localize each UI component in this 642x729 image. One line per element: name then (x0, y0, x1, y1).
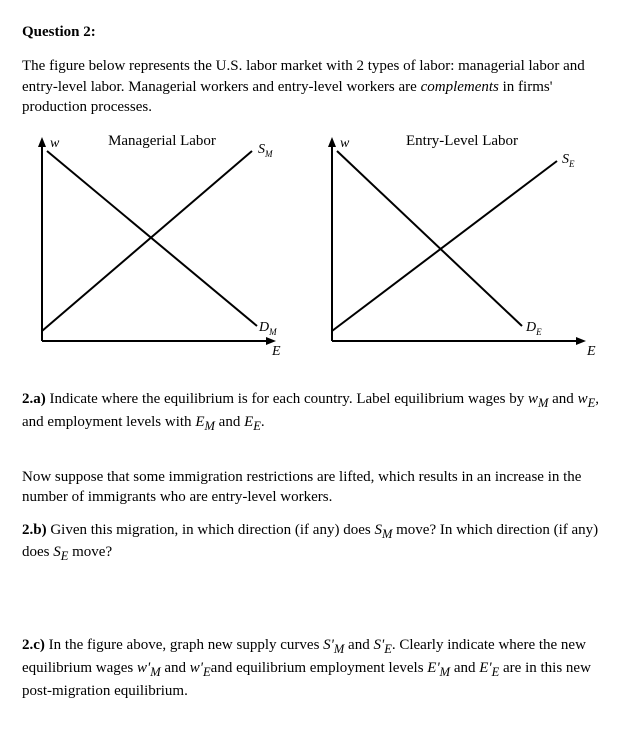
part-2c-label: 2.c) (22, 637, 45, 653)
intro-em: complements (421, 79, 499, 95)
em: EM (195, 414, 215, 430)
part-2c-t2: and (344, 637, 373, 653)
chart-left-title: Managerial Labor (108, 133, 216, 149)
wmp: w'M (137, 660, 161, 676)
y-axis-label: w (50, 136, 60, 151)
part-2a-t2: and (548, 391, 577, 407)
part-2c-t5: and equilibrium employment levels (211, 660, 428, 676)
supply-label: SM (258, 142, 273, 159)
y-axis-arrow (328, 137, 336, 147)
x-axis-label: E (586, 344, 596, 359)
smp: S'M (323, 637, 344, 653)
supply-line (332, 161, 557, 331)
chart-entry-svg: Entry-Level Labor w E SE DE (312, 131, 602, 371)
question-title: Question 2: (22, 22, 614, 42)
part-2b-t1: Given this migration, in which direction… (47, 522, 375, 538)
chart-managerial: Managerial Labor w E SM DM (22, 131, 292, 377)
emp: E'M (427, 660, 450, 676)
demand-line (337, 151, 522, 326)
mid-text: Now suppose that some immigration restri… (22, 467, 614, 508)
demand-label: DM (258, 320, 277, 337)
figure-row: Managerial Labor w E SM DM Entry-Level L… (22, 131, 614, 377)
y-axis-arrow (38, 137, 46, 147)
part-2a-t4: and (215, 414, 244, 430)
x-axis-arrow (576, 337, 586, 345)
part-2a-t1: Indicate where the equilibrium is for ea… (46, 391, 528, 407)
supply-label: SE (562, 152, 575, 169)
sep: S'E (373, 637, 391, 653)
chart-managerial-svg: Managerial Labor w E SM DM (22, 131, 292, 371)
part-2c-t6: and (450, 660, 479, 676)
chart-right-title: Entry-Level Labor (406, 133, 518, 149)
part-2b-label: 2.b) (22, 522, 47, 538)
eep: E'E (479, 660, 499, 676)
se: SE (53, 544, 68, 560)
part-2a-label: 2.a) (22, 391, 46, 407)
supply-line (42, 151, 252, 331)
wm: wM (528, 391, 548, 407)
we: wE (578, 391, 596, 407)
wep: w'E (190, 660, 211, 676)
demand-label: DE (525, 320, 542, 337)
part-2a: 2.a) Indicate where the equilibrium is f… (22, 389, 614, 435)
part-2c: 2.c) In the figure above, graph new supp… (22, 635, 614, 701)
chart-entry-level: Entry-Level Labor w E SE DE (312, 131, 602, 377)
part-2b-t3: move? (68, 544, 112, 560)
y-axis-label: w (340, 136, 350, 151)
part-2b: 2.b) Given this migration, in which dire… (22, 520, 614, 566)
part-2c-t1: In the figure above, graph new supply cu… (45, 637, 323, 653)
ee: EE (244, 414, 261, 430)
sm: SM (374, 522, 392, 538)
x-axis-label: E (271, 344, 281, 359)
part-2c-t4: and (161, 660, 190, 676)
part-2a-t5: . (261, 414, 265, 430)
question-intro: The figure below represents the U.S. lab… (22, 56, 614, 117)
